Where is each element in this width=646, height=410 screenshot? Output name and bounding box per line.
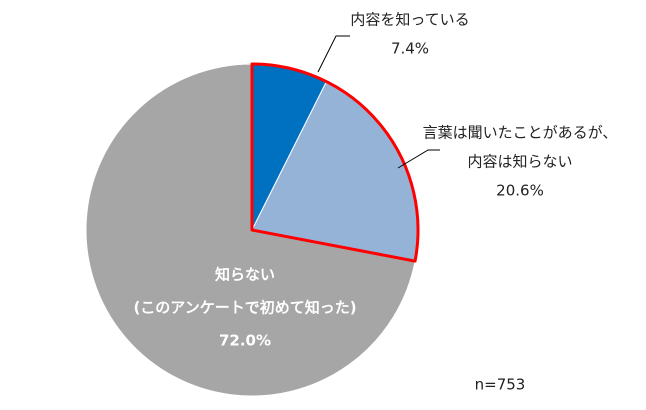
highlight-outline [250,62,420,263]
leader-line [317,35,350,73]
leader-line [397,149,440,169]
value-label: 20.6% [496,182,544,200]
value-label: 7.4% [391,40,429,58]
category-label: 内容は知らない [467,153,572,171]
category-label: 言葉は聞いたことがあるが、 [423,124,618,142]
sample-size-note: n=753 [475,376,526,394]
value-label: 72.0% [219,332,271,350]
category-label: 知らない [215,266,275,284]
category-label: 内容を知っている [350,11,469,29]
category-label: (このアンケートで初めて知った) [133,299,356,317]
